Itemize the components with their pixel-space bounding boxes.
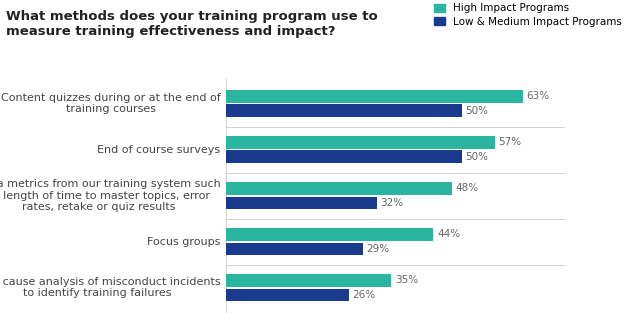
Bar — [226, 104, 462, 117]
Bar — [226, 228, 433, 241]
Bar — [226, 136, 495, 149]
Text: 32%: 32% — [381, 198, 404, 208]
Bar — [226, 243, 363, 256]
Bar — [226, 151, 462, 163]
Bar — [226, 182, 452, 195]
Bar — [226, 90, 523, 103]
Text: 26%: 26% — [352, 290, 376, 300]
Bar — [226, 274, 391, 287]
Text: 29%: 29% — [367, 244, 389, 254]
Bar — [226, 197, 377, 209]
Text: What methods does your training program use to
measure training effectiveness an: What methods does your training program … — [6, 10, 378, 38]
Text: 50%: 50% — [465, 106, 489, 116]
Bar — [226, 289, 349, 302]
Text: 57%: 57% — [499, 137, 521, 147]
Legend: High Impact Programs, Low & Medium Impact Programs: High Impact Programs, Low & Medium Impac… — [434, 3, 622, 27]
Text: 48%: 48% — [456, 183, 479, 193]
Text: 35%: 35% — [394, 275, 418, 285]
Text: 50%: 50% — [465, 152, 489, 162]
Text: 63%: 63% — [526, 91, 550, 101]
Text: 44%: 44% — [437, 229, 460, 239]
